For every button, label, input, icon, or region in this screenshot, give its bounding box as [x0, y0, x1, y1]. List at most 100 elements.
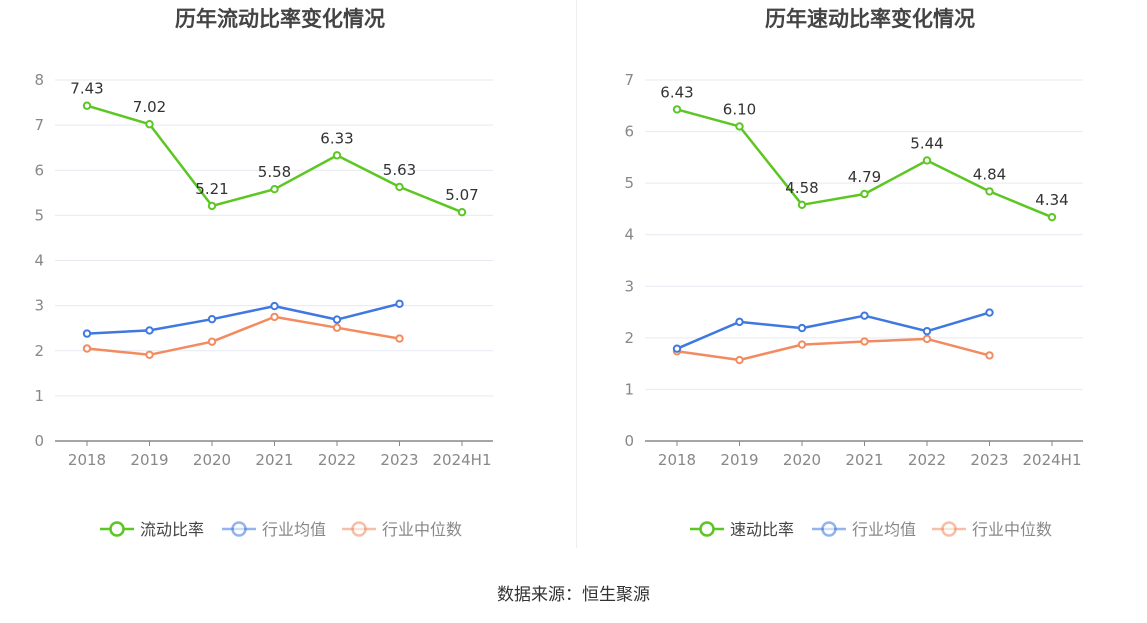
- data-label: 5.63: [383, 161, 416, 179]
- y-tick-label: 2: [624, 329, 634, 347]
- legend-marker: [941, 521, 957, 537]
- data-point: [1047, 212, 1057, 222]
- data-point: [797, 200, 807, 210]
- y-tick-label: 1: [624, 380, 634, 398]
- data-point: [82, 329, 92, 338]
- legend-label: 行业均值: [262, 520, 326, 539]
- y-tick-label: 4: [624, 226, 634, 244]
- data-point: [860, 337, 869, 346]
- y-tick-label: 6: [624, 123, 634, 141]
- y-tick-label: 3: [624, 277, 634, 295]
- legend-item-3: 行业中位数: [342, 520, 462, 539]
- data-point: [332, 151, 342, 160]
- y-tick-label: 5: [34, 206, 44, 224]
- x-tick-label: 2022: [908, 451, 946, 469]
- legend-label: 行业均值: [852, 520, 916, 539]
- data-point: [82, 101, 92, 110]
- legend-item-2: 行业均值: [222, 520, 326, 539]
- y-tick-label: 8: [34, 71, 44, 89]
- legend-item-1: 流动比率: [100, 520, 204, 539]
- data-point: [395, 182, 404, 192]
- data-label: 5.21: [195, 180, 228, 198]
- data-point: [332, 315, 342, 324]
- x-tick-label: 2018: [658, 451, 696, 469]
- data-point: [82, 344, 92, 353]
- legend-marker: [109, 521, 125, 537]
- data-label: 7.43: [70, 80, 103, 98]
- x-tick-label: 2023: [970, 451, 1008, 469]
- data-point: [985, 308, 994, 317]
- y-tick-label: 4: [34, 252, 44, 270]
- y-tick-label: 1: [34, 387, 44, 405]
- y-tick-label: 7: [34, 116, 44, 134]
- x-tick-label: 2019: [720, 451, 758, 469]
- x-tick-label: 2021: [845, 451, 883, 469]
- x-tick-label: 2020: [783, 451, 821, 469]
- series-line-3: [86, 315, 400, 357]
- data-label: 6.43: [660, 83, 693, 101]
- y-tick-label: 3: [34, 297, 44, 315]
- data-point: [457, 208, 467, 217]
- x-tick-label: 2021: [255, 451, 293, 469]
- data-point: [145, 350, 154, 360]
- data-point: [270, 312, 279, 322]
- data-label: 5.44: [910, 134, 943, 152]
- y-tick-label: 7: [624, 71, 634, 89]
- data-point: [395, 334, 404, 343]
- data-point: [207, 337, 217, 346]
- data-point: [860, 311, 869, 320]
- x-tick-label: 2020: [193, 451, 231, 469]
- x-tick-label: 2018: [68, 451, 106, 469]
- data-label: 6.33: [320, 129, 353, 147]
- legend-item-1: 速动比率: [690, 520, 794, 539]
- data-label: 5.58: [258, 163, 291, 181]
- data-point: [735, 122, 744, 131]
- x-tick-label: 2022: [318, 451, 356, 469]
- series-line-1: [676, 108, 1053, 219]
- data-label: 7.02: [133, 98, 166, 116]
- series-line-2: [86, 302, 400, 335]
- legend-marker: [351, 521, 367, 537]
- legend-item-3: 行业中位数: [932, 520, 1052, 539]
- data-point: [985, 351, 994, 360]
- x-tick-label: 2024H1: [1023, 451, 1082, 469]
- legend-label: 行业中位数: [382, 520, 462, 539]
- legend-label: 速动比率: [730, 520, 794, 539]
- y-tick-label: 0: [624, 432, 634, 450]
- data-point: [797, 340, 807, 349]
- series-line-1: [86, 104, 463, 214]
- data-point: [145, 326, 154, 335]
- data-point: [332, 323, 342, 332]
- y-tick-label: 6: [34, 161, 44, 179]
- data-label: 5.07: [445, 186, 478, 204]
- data-point: [395, 299, 404, 309]
- data-point: [672, 105, 682, 114]
- data-point: [207, 201, 217, 211]
- y-tick-label: 2: [34, 342, 44, 360]
- data-label: 4.58: [785, 179, 818, 197]
- legend-marker: [821, 521, 837, 537]
- x-tick-label: 2024H1: [433, 451, 492, 469]
- data-point: [270, 301, 279, 311]
- data-label: 4.84: [973, 165, 1006, 183]
- data-point: [922, 326, 932, 336]
- data-point: [270, 185, 279, 194]
- y-tick-label: 5: [624, 174, 634, 192]
- legend-label: 流动比率: [140, 520, 204, 539]
- data-point: [735, 355, 744, 365]
- legend-label: 行业中位数: [972, 520, 1052, 539]
- data-point: [672, 344, 682, 353]
- x-tick-label: 2019: [130, 451, 168, 469]
- chart-panel-2: 历年速动比率变化情况 0 1 2 3 4 5 6 7 2018 2019 2020 2021 2022 20…: [624, 7, 1083, 539]
- legend-item-2: 行业均值: [812, 520, 916, 539]
- series-line-2: [676, 311, 990, 350]
- x-tick-label: 2023: [380, 451, 418, 469]
- data-point: [860, 189, 869, 199]
- data-label: 4.79: [848, 168, 881, 186]
- data-point: [922, 334, 932, 344]
- data-label: 4.34: [1035, 191, 1068, 209]
- data-point: [207, 314, 217, 324]
- data-point: [145, 120, 154, 129]
